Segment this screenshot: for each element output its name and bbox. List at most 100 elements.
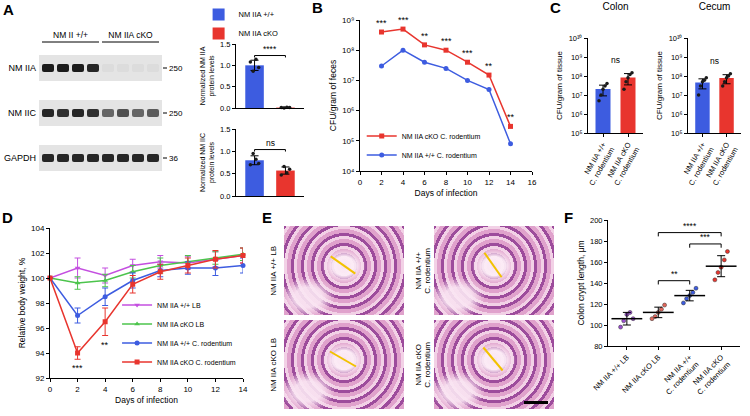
svg-text:NM IIA +/+C. rodentium: NM IIA +/+C. rodentium (657, 353, 701, 397)
svg-text:92: 92 (35, 374, 44, 383)
svg-text:180: 180 (590, 237, 603, 246)
svg-text:1.0: 1.0 (220, 147, 230, 156)
svg-text:14: 14 (239, 385, 248, 394)
svg-text:Colon crypt length, μm: Colon crypt length, μm (576, 240, 586, 325)
svg-text:**: ** (421, 31, 429, 41)
svg-text:NM IIA cKOC. rodentium: NM IIA cKOC. rodentium (604, 140, 642, 187)
svg-text:10⁶: 10⁶ (571, 110, 582, 119)
svg-text:Colon: Colon (602, 1, 628, 12)
svg-text:10⁵: 10⁵ (671, 129, 682, 138)
svg-text:12: 12 (485, 178, 494, 187)
svg-text:NM IIA cKO C. rodentium: NM IIA cKO C. rodentium (402, 133, 481, 140)
svg-text:***: *** (72, 363, 83, 373)
svg-text:0: 0 (358, 178, 363, 187)
svg-text:GAPDH: GAPDH (4, 153, 36, 163)
svg-text:12: 12 (211, 385, 220, 394)
svg-text:***: *** (398, 15, 409, 25)
svg-text:Relative body weight, %: Relative body weight, % (17, 257, 27, 348)
svg-text:4: 4 (401, 178, 406, 187)
svg-text:NM IIC: NM IIC (8, 108, 36, 118)
svg-text:10⁷: 10⁷ (671, 91, 682, 100)
svg-text:**: ** (507, 112, 515, 122)
svg-text:Normalized NM IIAprotein level: Normalized NM IIAprotein levels (199, 46, 216, 105)
svg-text:16: 16 (528, 178, 537, 187)
svg-text:10⁸: 10⁸ (671, 72, 683, 81)
svg-text:ns: ns (266, 138, 275, 148)
svg-text:0.0: 0.0 (220, 104, 230, 113)
svg-text:ns: ns (611, 55, 620, 65)
svg-text:10⁵: 10⁵ (571, 129, 582, 138)
svg-text:94: 94 (35, 349, 44, 358)
svg-text:10¹⁰: 10¹⁰ (669, 34, 683, 43)
svg-text:**: ** (485, 61, 493, 71)
svg-text:10¹⁰: 10¹⁰ (569, 34, 583, 43)
svg-text:NM IIA +/+C. rodentium: NM IIA +/+C. rodentium (579, 140, 617, 187)
svg-text:10⁵: 10⁵ (342, 137, 354, 146)
svg-text:Cecum: Cecum (699, 1, 731, 12)
svg-text:NM IIA +/+: NM IIA +/+ (239, 10, 275, 19)
svg-text:***: *** (376, 18, 387, 28)
svg-text:6: 6 (130, 385, 135, 394)
svg-text:4: 4 (103, 385, 108, 394)
svg-text:80: 80 (594, 342, 602, 351)
svg-text:CFU/gram of tissue: CFU/gram of tissue (655, 50, 664, 119)
svg-text:NM IIA +/+ LB: NM IIA +/+ LB (592, 353, 631, 392)
svg-text:****: **** (263, 44, 277, 54)
svg-text:NM IIA cKO LB: NM IIA cKO LB (620, 353, 662, 395)
svg-text:Days of infection: Days of infection (415, 188, 478, 198)
svg-text:250: 250 (169, 64, 183, 73)
svg-text:100: 100 (590, 321, 603, 330)
svg-text:NM IIA cKO LB: NM IIA cKO LB (157, 321, 204, 328)
svg-text:10⁹: 10⁹ (342, 16, 354, 25)
svg-text:96: 96 (35, 324, 44, 333)
svg-text:6: 6 (422, 178, 427, 187)
svg-text:102: 102 (31, 249, 45, 258)
svg-text:10⁷: 10⁷ (343, 76, 355, 85)
svg-text:NM IIA: NM IIA (8, 63, 36, 73)
svg-text:10⁷: 10⁷ (571, 91, 582, 100)
svg-text:NM II +/+: NM II +/+ (53, 30, 88, 40)
svg-text:***: *** (700, 232, 711, 242)
svg-text:**: ** (671, 269, 678, 279)
svg-text:8: 8 (444, 178, 449, 187)
svg-text:ns: ns (710, 56, 719, 66)
svg-text:10: 10 (463, 178, 472, 187)
svg-text:NM IIA cKO: NM IIA cKO (239, 29, 278, 38)
svg-text:NM IIA cKO C. rodentium: NM IIA cKO C. rodentium (157, 359, 236, 366)
svg-text:10⁹: 10⁹ (671, 53, 683, 62)
svg-text:0.5: 0.5 (220, 169, 230, 178)
svg-text:140: 140 (590, 279, 603, 288)
svg-text:**: ** (101, 340, 109, 350)
svg-text:14: 14 (506, 178, 515, 187)
svg-text:1.5: 1.5 (220, 40, 230, 49)
svg-text:NM IIA +/+ C. rodentium: NM IIA +/+ C. rodentium (402, 152, 477, 159)
svg-text:A: A (3, 1, 14, 18)
svg-text:0.0: 0.0 (220, 192, 230, 201)
svg-text:36: 36 (169, 154, 178, 163)
svg-text:2: 2 (379, 178, 384, 187)
svg-text:Normalized NM IICprotein level: Normalized NM IICprotein levels (199, 133, 216, 192)
svg-text:1.5: 1.5 (220, 125, 230, 134)
svg-text:8: 8 (158, 385, 163, 394)
svg-text:10⁶: 10⁶ (671, 110, 682, 119)
svg-text:NM IIA cKOC. rodentium: NM IIA cKOC. rodentium (702, 140, 740, 187)
svg-text:0: 0 (48, 385, 53, 394)
svg-text:100: 100 (31, 274, 45, 283)
svg-text:10⁸: 10⁸ (342, 46, 354, 55)
svg-text:***: *** (441, 36, 452, 46)
svg-text:NM IIA +/+C. rodentium: NM IIA +/+C. rodentium (678, 140, 716, 187)
svg-text:NM IIA +/+ C. rodentium: NM IIA +/+ C. rodentium (157, 340, 232, 347)
svg-text:1.0: 1.0 (220, 61, 230, 70)
svg-text:10⁸: 10⁸ (571, 72, 583, 81)
svg-text:10⁶: 10⁶ (342, 106, 354, 115)
svg-text:10⁹: 10⁹ (571, 53, 583, 62)
svg-text:98: 98 (35, 299, 44, 308)
svg-text:****: **** (683, 221, 697, 231)
svg-text:***: *** (462, 48, 473, 58)
svg-text:CFU/gram of feces: CFU/gram of feces (328, 60, 338, 131)
svg-text:104: 104 (31, 224, 45, 233)
svg-text:2: 2 (75, 385, 80, 394)
svg-text:10⁴: 10⁴ (342, 167, 355, 176)
svg-text:NM IIA +/+ LB: NM IIA +/+ LB (157, 302, 201, 309)
svg-text:0.5: 0.5 (220, 82, 230, 91)
